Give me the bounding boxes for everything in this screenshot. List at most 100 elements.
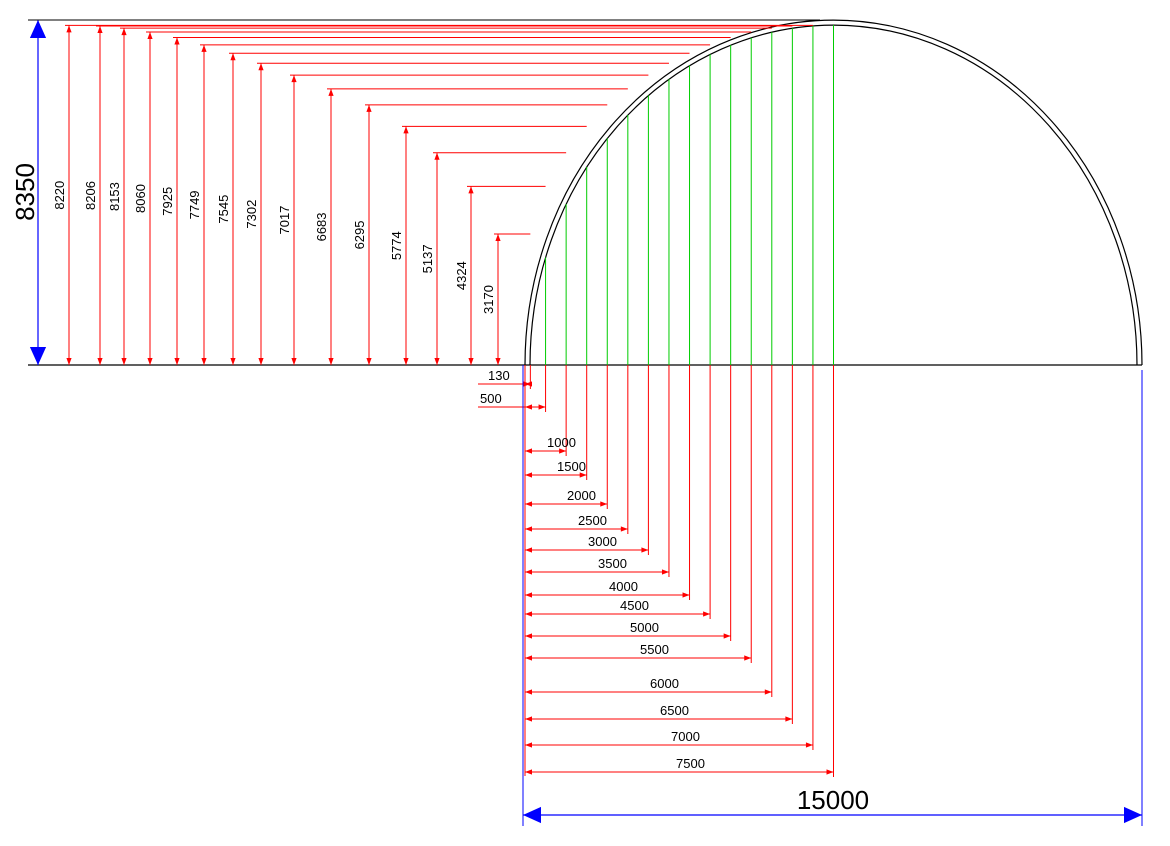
width-arrow-end — [826, 769, 834, 775]
height-arrow-top — [328, 88, 334, 96]
width-label: 2500 — [578, 513, 607, 528]
width-label: 5500 — [640, 642, 669, 657]
overall-height-label: 8350 — [10, 163, 40, 221]
width-label: 3500 — [598, 556, 627, 571]
width-arrow-end — [805, 742, 813, 748]
section-lines — [545, 25, 834, 365]
height-arrow-top — [291, 75, 297, 83]
width-arrow-start — [525, 501, 532, 507]
height-arrow-bottom — [328, 358, 334, 365]
height-arrow-bottom — [66, 358, 72, 365]
height-label: 8060 — [133, 184, 148, 213]
height-arrow-top — [468, 186, 474, 194]
height-arrow-top — [258, 63, 264, 71]
height-label: 7925 — [160, 187, 175, 216]
width-arrow-start — [525, 526, 532, 532]
width-label: 2000 — [567, 488, 596, 503]
width-label: 7000 — [671, 729, 700, 744]
overall-width-arrow-left — [523, 806, 541, 824]
height-label: 6683 — [314, 212, 329, 241]
width-arrow-start — [525, 769, 532, 775]
width-arrow-end — [641, 547, 649, 553]
width-arrow-start — [525, 611, 532, 617]
height-label: 5137 — [420, 244, 435, 273]
height-arrow-top — [366, 104, 372, 112]
height-label: 8153 — [107, 182, 122, 211]
width-arrow-start — [525, 655, 532, 661]
width-arrow-end — [723, 633, 731, 639]
width-arrow-start — [525, 569, 532, 575]
height-label: 8206 — [83, 181, 98, 210]
height-arrow-top — [174, 37, 180, 45]
height-label: 7017 — [277, 206, 292, 235]
height-arrow-top — [230, 53, 236, 61]
width-arrow-end — [764, 689, 772, 695]
width-arrow-end — [703, 611, 711, 617]
width-arrow-start — [525, 592, 532, 598]
width-arrow-start — [525, 547, 532, 553]
height-arrow-bottom — [403, 358, 409, 365]
height-dimensions: 3170 4324 5137 5774 6295 6683 7017 7302 7545 7749… — [52, 24, 813, 365]
width-arrow-start — [525, 472, 532, 478]
width-arrow-end — [682, 592, 690, 598]
overall-height-arrow-bottom — [29, 347, 47, 365]
overall-dimensions: 8350 15000 — [10, 19, 1143, 826]
width-arrow-end — [744, 655, 752, 661]
height-arrow-top — [121, 28, 127, 36]
width-arrow-start — [525, 633, 532, 639]
height-arrow-top — [201, 44, 207, 52]
width-label: 7500 — [676, 756, 705, 771]
height-arrow-bottom — [291, 358, 297, 365]
width-arrow-start — [525, 689, 532, 695]
width-arrow-end — [785, 716, 793, 722]
height-arrow-bottom — [121, 358, 127, 365]
height-arrow-top — [495, 234, 501, 242]
height-arrow-bottom — [230, 358, 236, 365]
overall-width-arrow-right — [1124, 806, 1142, 824]
height-arrow-bottom — [434, 358, 440, 365]
height-label: 7302 — [244, 200, 259, 229]
width-label: 1500 — [557, 459, 586, 474]
width-arrow-end — [559, 448, 567, 454]
height-arrow-bottom — [495, 358, 501, 365]
height-arrow-bottom — [147, 358, 153, 365]
overall-width-label: 15000 — [797, 785, 869, 815]
height-arrow-bottom — [258, 358, 264, 365]
width-label: 500 — [480, 391, 502, 406]
height-arrow-bottom — [174, 358, 180, 365]
width-dimensions: 130 500 1000 1500 2000 2500 3000 3500 4000 4500 50… — [478, 365, 834, 777]
height-arrow-top — [434, 152, 440, 160]
width-label: 5000 — [630, 620, 659, 635]
height-arrow-top — [97, 25, 103, 33]
arch-outer-line — [524, 19, 1143, 366]
width-arrow-start — [525, 448, 532, 454]
width-label: 3000 — [588, 534, 617, 549]
width-arrow-start — [525, 381, 532, 387]
height-label: 6295 — [352, 220, 367, 249]
width-arrow-start — [525, 404, 532, 410]
width-arrow-start — [525, 716, 532, 722]
width-label: 6500 — [660, 703, 689, 718]
height-arrow-top — [66, 25, 72, 33]
width-label: 130 — [488, 368, 510, 383]
height-arrow-top — [403, 126, 409, 134]
width-label: 4500 — [620, 598, 649, 613]
height-arrow-bottom — [468, 358, 474, 365]
width-label: 1000 — [547, 435, 576, 450]
width-label: 4000 — [609, 579, 638, 594]
height-label: 7749 — [187, 190, 202, 219]
height-label: 4324 — [454, 261, 469, 290]
height-arrow-bottom — [201, 358, 207, 365]
height-arrow-bottom — [366, 358, 372, 365]
height-label: 8220 — [52, 181, 67, 210]
width-arrow-end — [600, 501, 608, 507]
height-label: 5774 — [389, 231, 404, 260]
width-arrow-end — [579, 472, 587, 478]
width-arrow-end — [661, 569, 669, 575]
width-arrow-end — [620, 526, 628, 532]
height-label: 3170 — [481, 285, 496, 314]
height-arrow-top — [147, 31, 153, 39]
width-label: 6000 — [650, 676, 679, 691]
height-label: 7545 — [216, 195, 231, 224]
